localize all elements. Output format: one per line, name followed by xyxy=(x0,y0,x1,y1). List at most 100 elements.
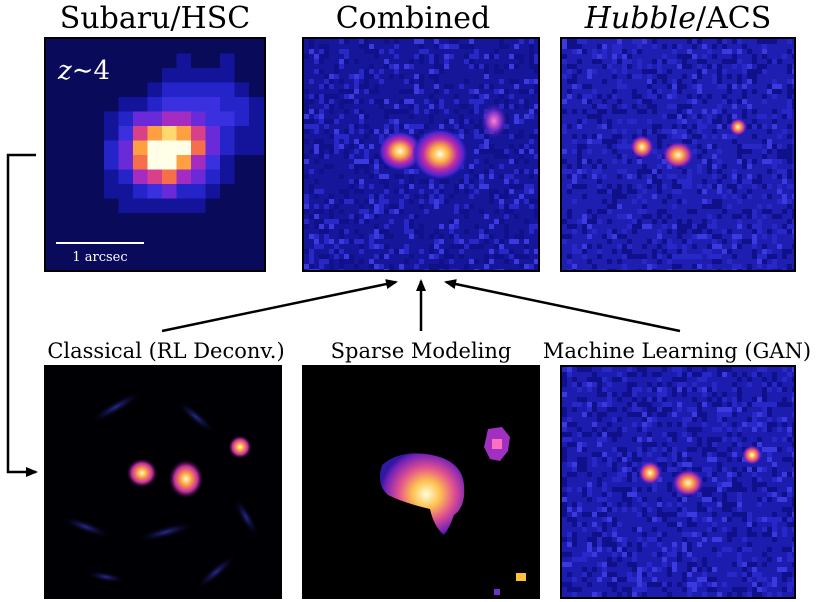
noise-pixel xyxy=(319,219,324,224)
noise-pixel xyxy=(419,259,424,264)
hsc-pixel xyxy=(133,39,148,54)
noise-pixel xyxy=(592,139,597,144)
noise-pixel xyxy=(464,129,469,134)
noise-pixel xyxy=(787,447,792,452)
noise-pixel xyxy=(662,432,667,437)
noise-pixel xyxy=(494,64,499,69)
noise-pixel xyxy=(519,129,524,134)
noise-pixel xyxy=(582,134,587,139)
noise-pixel xyxy=(349,184,354,189)
noise-pixel xyxy=(504,89,509,94)
noise-pixel xyxy=(499,254,504,259)
noise-pixel xyxy=(772,537,777,542)
noise-pixel xyxy=(567,184,572,189)
noise-pixel xyxy=(732,234,737,239)
noise-pixel xyxy=(692,567,697,572)
noise-pixel xyxy=(712,74,717,79)
noise-pixel xyxy=(567,224,572,229)
noise-pixel xyxy=(727,547,732,552)
noise-pixel xyxy=(597,139,602,144)
noise-pixel xyxy=(717,452,722,457)
title-subaru-hsc: Subaru/HSC xyxy=(59,1,251,36)
noise-pixel xyxy=(607,144,612,149)
noise-pixel xyxy=(509,64,514,69)
noise-pixel xyxy=(687,522,692,527)
noise-pixel xyxy=(394,39,399,44)
noise-pixel xyxy=(747,49,752,54)
noise-pixel xyxy=(687,447,692,452)
noise-pixel xyxy=(717,244,722,249)
hsc-pixel xyxy=(118,213,134,228)
noise-pixel xyxy=(712,44,717,49)
noise-pixel xyxy=(637,59,642,64)
noise-pixel xyxy=(697,64,702,69)
noise-pixel xyxy=(632,552,637,557)
hsc-pixel xyxy=(104,140,119,156)
noise-pixel xyxy=(354,139,359,144)
noise-pixel xyxy=(602,377,607,382)
noise-pixel xyxy=(792,467,794,472)
noise-pixel xyxy=(687,94,692,99)
noise-pixel xyxy=(582,269,587,270)
noise-pixel xyxy=(667,407,672,412)
noise-pixel xyxy=(777,402,782,407)
noise-pixel xyxy=(359,234,364,239)
noise-pixel xyxy=(692,39,697,44)
noise-pixel xyxy=(627,59,632,64)
noise-pixel xyxy=(652,104,657,109)
noise-pixel xyxy=(484,159,489,164)
noise-pixel xyxy=(409,199,414,204)
noise-pixel xyxy=(702,557,707,562)
noise-pixel xyxy=(722,194,727,199)
noise-pixel xyxy=(587,259,592,264)
noise-pixel xyxy=(777,89,782,94)
noise-pixel xyxy=(602,387,607,392)
noise-pixel xyxy=(692,79,697,84)
hsc-pixel xyxy=(176,39,192,54)
noise-pixel xyxy=(399,89,404,94)
noise-pixel xyxy=(607,94,612,99)
noise-pixel xyxy=(657,254,662,259)
noise-pixel xyxy=(687,139,692,144)
noise-pixel xyxy=(657,74,662,79)
noise-pixel xyxy=(304,139,309,144)
noise-pixel xyxy=(394,104,399,109)
noise-pixel xyxy=(727,229,732,234)
noise-pixel xyxy=(782,527,787,532)
noise-pixel xyxy=(459,254,464,259)
noise-pixel xyxy=(752,442,757,447)
noise-pixel xyxy=(787,492,792,497)
noise-pixel xyxy=(484,184,489,189)
noise-pixel xyxy=(469,169,474,174)
noise-pixel xyxy=(702,452,707,457)
noise-pixel xyxy=(717,427,722,432)
noise-pixel xyxy=(782,587,787,592)
noise-pixel xyxy=(737,442,742,447)
noise-pixel xyxy=(747,522,752,527)
noise-pixel xyxy=(344,59,349,64)
noise-pixel xyxy=(607,407,612,412)
noise-pixel xyxy=(727,367,732,372)
noise-pixel xyxy=(524,199,529,204)
noise-pixel xyxy=(524,144,529,149)
noise-pixel xyxy=(374,224,379,229)
hsc-pixel xyxy=(147,256,163,270)
noise-pixel xyxy=(707,184,712,189)
noise-pixel xyxy=(612,44,617,49)
noise-pixel xyxy=(602,507,607,512)
noise-pixel xyxy=(682,134,687,139)
noise-pixel xyxy=(479,244,484,249)
noise-pixel xyxy=(767,592,772,597)
noise-pixel xyxy=(712,547,717,552)
hsc-pixel xyxy=(162,155,177,170)
hsc-pixel xyxy=(46,68,61,83)
noise-pixel xyxy=(712,472,717,477)
noise-pixel xyxy=(777,557,782,562)
noise-pixel xyxy=(499,204,504,209)
noise-pixel xyxy=(474,259,479,264)
noise-pixel xyxy=(762,487,767,492)
noise-pixel xyxy=(632,104,637,109)
noise-pixel xyxy=(707,437,712,442)
noise-pixel xyxy=(494,99,499,104)
noise-pixel xyxy=(484,229,489,234)
